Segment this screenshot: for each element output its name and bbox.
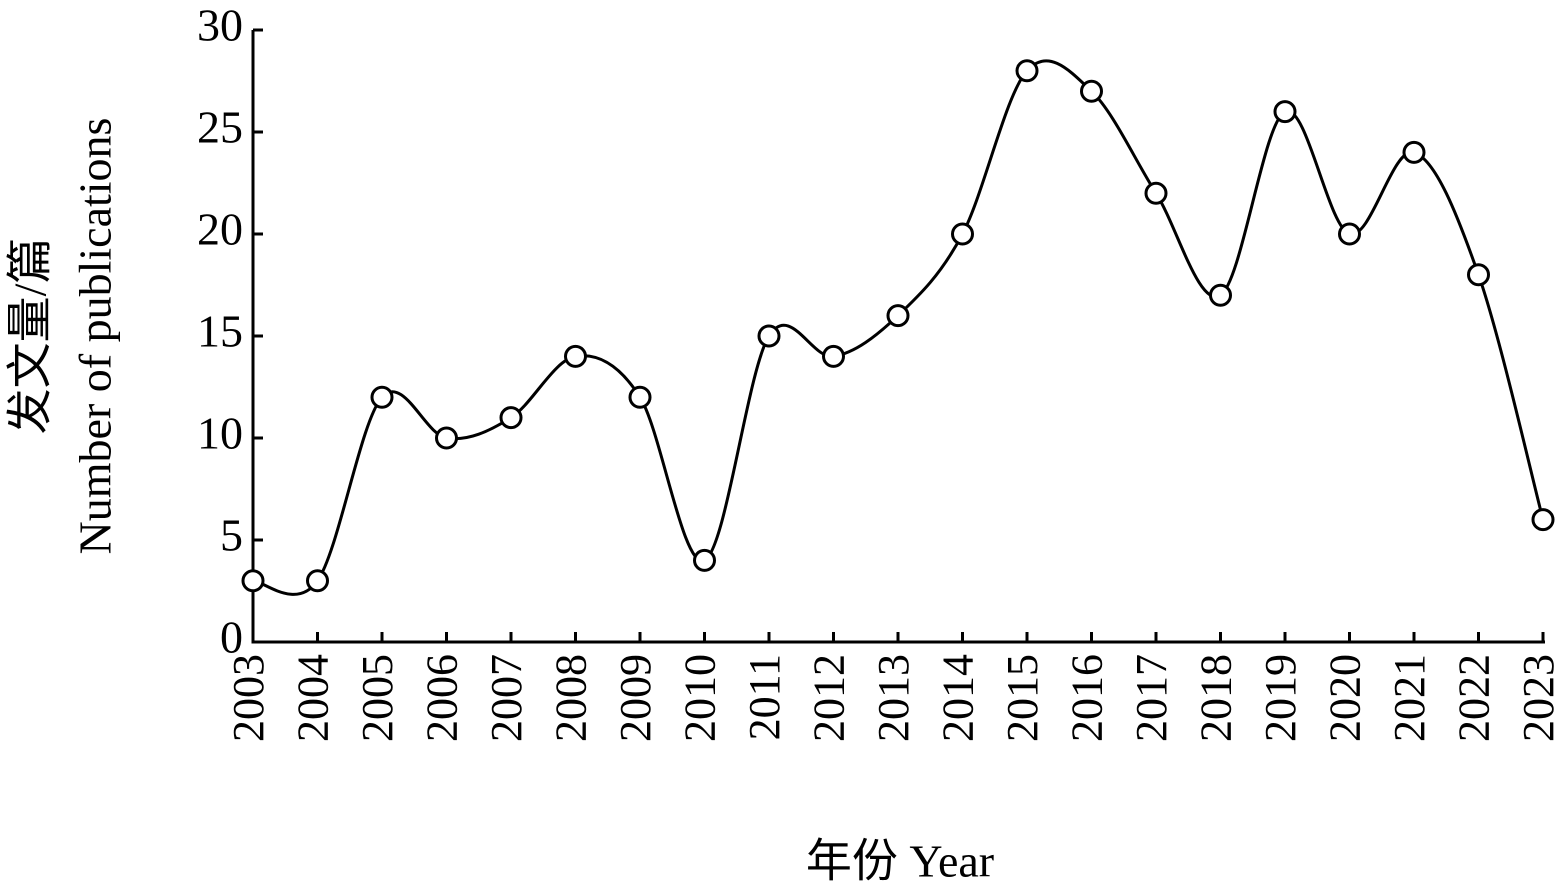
line [252, 59, 1545, 596]
x-tick-label: 2010 [676, 654, 725, 742]
marker [1531, 508, 1555, 532]
y-axis-label: Number of publications [70, 118, 121, 555]
marker [757, 324, 781, 348]
marker [886, 304, 910, 328]
y-tick-label: 5 [220, 510, 243, 561]
x-tick-label: 2015 [998, 654, 1047, 742]
x-tick-label: 2020 [1321, 654, 1370, 742]
marker [1467, 263, 1490, 287]
x-tick-label: 2003 [224, 654, 273, 742]
marker [435, 426, 458, 450]
x-tick-label: 2023 [1514, 654, 1563, 742]
marker [499, 406, 523, 430]
marker [564, 344, 587, 368]
y-tick-label: 20 [197, 204, 243, 255]
x-tick-label: 2012 [805, 654, 854, 742]
x-tick-label: 2016 [1063, 654, 1112, 742]
marker [1080, 79, 1103, 103]
marker [241, 569, 265, 593]
marker [306, 569, 329, 593]
marker [951, 222, 974, 246]
x-tick-label: 2008 [547, 654, 596, 742]
marker [1273, 100, 1297, 124]
y-tick-label: 0 [220, 612, 243, 663]
x-tick-label: 2011 [740, 654, 789, 740]
x-tick-label: 2005 [353, 654, 402, 742]
x-tick-label: 2021 [1385, 654, 1434, 742]
x-tick-label: 2019 [1256, 654, 1305, 742]
marker [822, 344, 845, 368]
x-tick-label: 2017 [1127, 654, 1176, 742]
y-tick-label: 10 [197, 408, 243, 459]
y-tick-label: 25 [197, 102, 243, 153]
marker [693, 548, 716, 572]
x-tick-label: 2007 [482, 654, 531, 742]
y-tick-label: 30 [197, 0, 243, 51]
x-tick-label: 2022 [1450, 654, 1499, 742]
x-axis-label: 年份 Year [806, 836, 994, 887]
x-tick-label: 2009 [611, 654, 660, 742]
x-tick-label: 2013 [869, 654, 918, 742]
x-tick-label: 2006 [418, 654, 467, 742]
x-tick-label: 2004 [289, 654, 338, 742]
marker [370, 385, 394, 409]
y-axis-label: 发文量/篇 [5, 238, 56, 435]
y-tick-label: 15 [197, 306, 243, 357]
marker [1338, 222, 1361, 246]
marker [1144, 181, 1168, 205]
marker [1015, 59, 1039, 83]
x-tick-label: 2014 [934, 654, 983, 742]
marker [1209, 283, 1232, 307]
marker [1402, 140, 1426, 164]
x-tick-label: 2018 [1192, 654, 1241, 742]
marker [628, 385, 652, 409]
